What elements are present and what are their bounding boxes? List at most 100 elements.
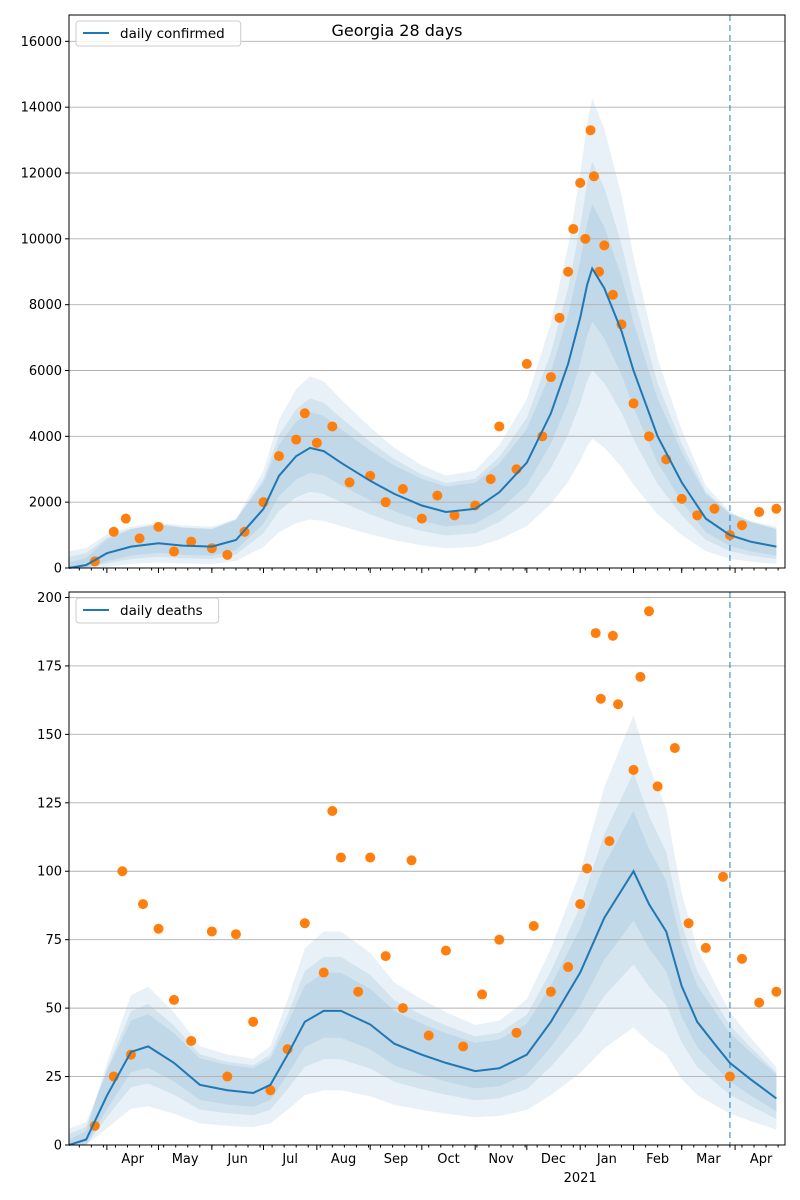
observed-point-2 bbox=[117, 866, 128, 877]
y-tick-label-8: 200 bbox=[37, 591, 62, 606]
observed-point-40 bbox=[635, 671, 646, 682]
uncertainty-band-3 bbox=[69, 810, 777, 1145]
observed-point-19 bbox=[397, 484, 408, 494]
observed-point-44 bbox=[676, 493, 687, 504]
y-tick-label-5: 10000 bbox=[21, 232, 62, 247]
observed-point-49 bbox=[754, 507, 765, 518]
y-tick-label-1: 25 bbox=[45, 1070, 62, 1085]
observed-point-45 bbox=[692, 510, 703, 521]
observed-point-21 bbox=[432, 490, 443, 501]
observed-point-9 bbox=[222, 1071, 233, 1082]
observed-point-20 bbox=[380, 951, 391, 962]
observed-point-22 bbox=[449, 510, 460, 521]
uncertainty-band-1 bbox=[69, 715, 777, 1145]
observed-point-2 bbox=[120, 513, 131, 524]
observed-point-22 bbox=[406, 855, 417, 866]
x-tick-label-11: Mar bbox=[696, 1152, 721, 1167]
y-tick-label-5: 125 bbox=[37, 796, 62, 811]
legend-label: daily deaths bbox=[120, 603, 203, 619]
deaths-y-axis: 0 25 50 75 100 125 150 175 200 bbox=[37, 591, 69, 1154]
y-tick-label-7: 175 bbox=[37, 659, 62, 674]
y-tick-label-3: 6000 bbox=[29, 364, 62, 379]
x-tick-label-5: Sep bbox=[384, 1152, 409, 1167]
x-tick-label-12: Apr bbox=[750, 1152, 773, 1167]
observed-point-34 bbox=[580, 233, 591, 244]
y-tick-label-7: 14000 bbox=[21, 101, 62, 116]
observed-point-10 bbox=[230, 929, 241, 940]
legend-box bbox=[75, 20, 242, 47]
x-tick-label-0: Apr bbox=[121, 1152, 144, 1167]
observed-point-25 bbox=[494, 421, 505, 432]
y-tick-label-6: 12000 bbox=[21, 167, 62, 182]
x-tick-label-3: Jul bbox=[281, 1152, 298, 1167]
observed-point-43 bbox=[669, 743, 680, 754]
observed-point-30 bbox=[554, 312, 565, 323]
observed-point-12 bbox=[291, 434, 302, 445]
x-tick-label-1: May bbox=[172, 1152, 199, 1167]
observed-point-31 bbox=[563, 962, 574, 973]
observed-point-13 bbox=[299, 408, 310, 419]
uncertainty-band-1 bbox=[69, 98, 777, 568]
legend-box bbox=[75, 597, 220, 624]
observed-point-45 bbox=[700, 942, 711, 953]
x-tick-label-10: Feb bbox=[646, 1152, 669, 1167]
deaths-median-line bbox=[68, 869, 777, 1146]
observed-point-41 bbox=[644, 606, 655, 617]
observed-point-42 bbox=[644, 431, 655, 442]
observed-point-38 bbox=[599, 240, 610, 251]
observed-point-31 bbox=[563, 266, 574, 277]
y-tick-label-2: 50 bbox=[45, 1002, 62, 1017]
observed-point-20 bbox=[416, 513, 427, 524]
observed-point-32 bbox=[575, 899, 586, 910]
observed-point-33 bbox=[582, 863, 593, 874]
observed-point-16 bbox=[344, 477, 355, 488]
observed-point-5 bbox=[153, 923, 164, 934]
observed-point-41 bbox=[628, 398, 639, 409]
observed-point-24 bbox=[485, 474, 496, 485]
uncertainty-band-2 bbox=[69, 161, 777, 568]
observed-point-48 bbox=[736, 953, 747, 964]
observed-point-15 bbox=[318, 967, 329, 978]
uncertainty-band-3 bbox=[69, 203, 777, 568]
observed-point-8 bbox=[206, 926, 217, 937]
x-tick-label-7: Nov bbox=[488, 1152, 514, 1167]
confirmed-panel: 0 2000 4000 6000 8000 10000 12000 14000 16000 Ge… bbox=[21, 14, 786, 577]
observed-point-29 bbox=[545, 372, 556, 383]
observed-point-27 bbox=[494, 934, 505, 945]
observed-point-49 bbox=[754, 997, 765, 1008]
y-tick-label-1: 2000 bbox=[29, 496, 62, 511]
observed-point-39 bbox=[607, 289, 618, 300]
observed-point-26 bbox=[477, 989, 488, 1000]
observed-point-36 bbox=[604, 836, 615, 847]
observed-point-4 bbox=[153, 521, 164, 532]
observed-point-11 bbox=[248, 1016, 259, 1027]
deaths-x-axis: Apr May Jun Jul Aug Sep Oct Nov Dec Jan Feb Mar Apr bbox=[78, 1145, 779, 1167]
y-tick-label-4: 100 bbox=[37, 865, 62, 880]
observed-point-32 bbox=[568, 223, 579, 234]
confirmed-y-axis: 0 2000 4000 6000 8000 10000 12000 14000 16000 bbox=[21, 35, 69, 577]
observed-point-46 bbox=[709, 503, 720, 514]
uncertainty-band-2 bbox=[69, 772, 777, 1145]
observed-point-6 bbox=[168, 994, 179, 1005]
observed-point-7 bbox=[186, 1035, 197, 1046]
observed-point-8 bbox=[222, 549, 233, 560]
y-tick-label-8: 16000 bbox=[21, 35, 62, 50]
x-tick-label-4: Aug bbox=[331, 1152, 356, 1167]
observed-point-3 bbox=[134, 533, 145, 544]
x-tick-label-2: Jun bbox=[227, 1152, 248, 1167]
deaths-panel: 0 25 50 75 100 125 150 175 200 Apr May Jun Jul Aug Se… bbox=[37, 591, 786, 1186]
y-tick-label-3: 75 bbox=[45, 933, 62, 948]
observed-point-35 bbox=[595, 693, 606, 704]
y-tick-label-0: 0 bbox=[54, 562, 62, 577]
confirmed-x-ticks bbox=[78, 568, 779, 573]
observed-point-23 bbox=[423, 1030, 434, 1041]
confirmed-legend: daily confirmed bbox=[75, 20, 242, 47]
y-tick-label-6: 150 bbox=[37, 728, 62, 743]
y-tick-label-4: 8000 bbox=[29, 298, 62, 313]
x-tick-label-8: Dec bbox=[541, 1152, 566, 1167]
observed-point-14 bbox=[311, 437, 322, 448]
observed-point-50 bbox=[771, 503, 782, 514]
observed-point-38 bbox=[613, 699, 624, 710]
confirmed-axes-frame bbox=[68, 14, 786, 569]
